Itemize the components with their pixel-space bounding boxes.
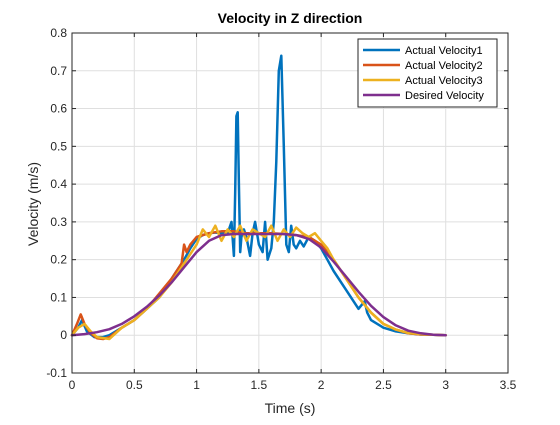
axes-box <box>71 32 509 374</box>
series-line-4 <box>70 232 447 337</box>
legend-label: Actual Velocity1 <box>405 45 483 57</box>
y-tick-label: 0.2 <box>50 253 67 267</box>
chart-title: Velocity in Z direction <box>218 10 363 26</box>
x-tick-label: 1 <box>193 378 200 392</box>
y-tick-label: 0.5 <box>50 139 67 153</box>
legend-label: Actual Velocity2 <box>405 60 483 72</box>
legend: Actual Velocity1 Actual Velocity2 Actual V… <box>357 38 498 108</box>
y-tick-label: 0.6 <box>50 102 67 116</box>
y-tick-label: 0.3 <box>50 215 67 229</box>
x-tick-label: 1.5 <box>251 378 268 392</box>
legend-label: Actual Velocity3 <box>405 75 483 87</box>
y-tick-label: 0.8 <box>50 26 67 40</box>
y-tick-label: 0.1 <box>50 290 67 304</box>
y-axis-label: Velocity (m/s) <box>25 162 41 246</box>
x-tick-label: 2 <box>318 378 325 392</box>
x-tick-label: 0.5 <box>126 378 143 392</box>
x-tick-label: 3 <box>442 378 449 392</box>
series-line-3 <box>70 224 447 341</box>
axis-ticks: 0 0.5 1 1.5 2 2.5 3 3.5-0.100.10.20.30.40.50.60… <box>46 26 516 392</box>
y-tick-label: -0.1 <box>46 366 67 380</box>
x-tick-label: 3.5 <box>500 378 517 392</box>
x-tick-label: 0 <box>69 378 76 392</box>
series-lines <box>70 54 447 341</box>
x-axis-label: Time (s) <box>265 400 316 416</box>
x-tick-label: 2.5 <box>375 378 392 392</box>
y-tick-label: 0.7 <box>50 64 67 78</box>
legend-label: Desired Velocity <box>405 90 484 102</box>
y-tick-label: 0 <box>60 328 67 342</box>
y-tick-label: 0.4 <box>50 177 67 191</box>
